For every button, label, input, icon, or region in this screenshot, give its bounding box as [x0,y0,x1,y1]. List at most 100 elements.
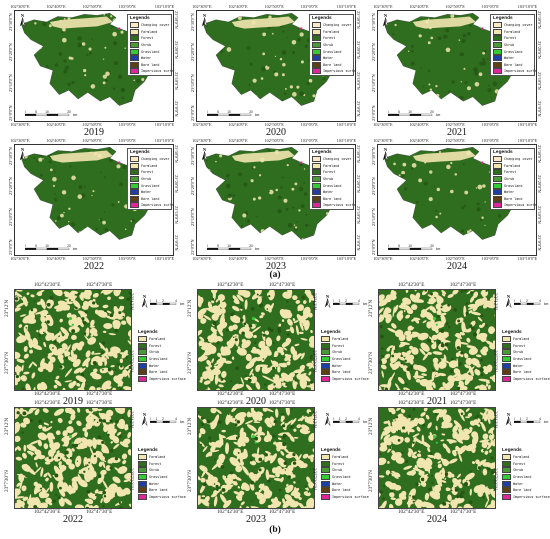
legend-label: Impervious surface [149,376,186,381]
legend-title: Legends [312,16,332,21]
legend-swatch [312,68,321,75]
legend-item: Forest [500,460,550,468]
x-tick-label: 102°30'0"E [373,138,393,143]
scale-label: 2 [526,417,528,421]
legend-item: Forest [491,35,534,42]
legend-item: Shrub [500,467,550,474]
legend-item: Forest [128,169,171,176]
scale-label: 0 [207,244,208,248]
legend-label: Forest [141,170,154,175]
overview-legend: Legends Changing cover Farmland Forest Shrub… [127,148,174,210]
legend-title: Legends [502,448,522,453]
legend-swatch [493,28,502,35]
x-tick-label: 102°47'30"E [449,509,477,515]
y-tick-label: 23°30'0"N [190,147,195,166]
x-tick-label: 102°40'0"E [409,256,429,261]
legend-label: Water [149,363,160,368]
legend-swatch [321,336,330,343]
svg-text:N: N [384,13,388,18]
year-label: 2023 [246,514,266,525]
legend-label: Impervious surface [141,203,174,208]
legend-title: Legends [130,150,150,155]
legend-label: Bare land [149,488,168,493]
legend-swatch [138,454,147,461]
legend-item: Farmland [310,162,353,170]
x-tick-label: 103°10'0"E [336,122,357,127]
x-tick-label: 103°0'0"E [300,138,318,143]
legend-item: Farmland [319,336,369,343]
x-tick-label: 102°42'30"E [397,282,425,288]
x-tick-label: 103°10'0"E [154,138,175,143]
legend-label: Grassland [513,475,532,480]
legend-swatch [130,22,139,29]
legend-swatch [502,460,511,467]
detail-map-frame [378,289,496,391]
legend-swatch [321,474,330,481]
y-tick-label: 23°10'0"N [174,71,179,90]
legend-label: Water [323,56,334,61]
legend-label: Bare land [504,196,523,201]
legend-label: Forest [332,461,345,466]
x-tick-label: 103°10'0"E [154,4,175,9]
legend-label: Grassland [141,183,160,188]
x-tick-label: 102°40'0"E [228,138,248,143]
year-label: 2023 [266,261,286,272]
legend-item: Bare land [136,369,186,376]
y-tick-label: 23°7'30"N [4,470,10,493]
scale-label: 2 [162,417,164,421]
legend-label: Bare land [141,196,160,201]
x-tick-label: 103°10'0"E [517,122,538,127]
overview-legend: Legends Changing cover Farmland Forest Shrub… [309,148,355,210]
legend-label: Impervious surface [323,69,356,74]
legend-item: Farmland [136,454,186,461]
north-arrow-icon: N [200,13,209,27]
overview-legend: Legends Changing cover Farmland Forest Shrub… [309,14,356,76]
detail-legend: Legends Farmland Forest Shrub Grassland Water… [136,447,186,501]
overview-map-panel: 102°30'0"E 102°40'0"E 102°50'0"E 103°0'0"E 1… [371,138,543,272]
legend-swatch [502,480,511,487]
scale-label: 2 [345,299,347,303]
legend-item: Water [128,189,171,196]
scale-label: 1 [339,417,341,421]
north-arrow-icon: N [18,13,27,27]
legend-item: Bare land [310,195,353,203]
legend-item: Shrub [319,467,369,474]
legend-item: Impervious surface [500,493,550,501]
x-tick-label: 103°10'0"E [336,256,357,261]
detail-map-frame [14,289,132,391]
legend-item: Grassland [491,48,534,55]
north-arrow-icon: N [504,294,513,308]
scale-label: 2 [526,299,528,303]
x-tick-label: 102°47'30"E [268,509,296,515]
legend-swatch [312,182,321,189]
x-tick-label: 102°50'0"E [264,138,284,143]
legend-swatch [138,369,147,376]
y-tick-label: 23°12'N [128,293,134,311]
legend-label: Grassland [149,475,168,480]
legend-label: Grassland [149,357,168,362]
legend-item: Changing cover [310,156,353,163]
y-tick-label: 23°7'30"N [492,350,498,373]
scale-label: 0 [514,299,515,303]
legend-swatch [312,42,321,49]
y-tick-label: 23°30'0"N [8,13,13,32]
x-tick-label: 102°40'0"E [46,4,66,9]
legend-label: Impervious surface [332,494,369,499]
legend-swatch [138,349,147,356]
x-tick-label: 103°0'0"E [481,256,499,261]
legend-label: Farmland [332,337,349,342]
scale-label: 20 [249,244,253,248]
caption-a: (a) [269,270,281,280]
x-tick-label: 102°30'0"E [10,4,30,9]
x-tick-label: 102°50'0"E [445,256,465,261]
detail-scale-bar: 0 12 4km [333,298,371,307]
legend-label: Forest [149,343,162,348]
legend-item: Forest [310,169,353,176]
x-tick-label: 102°42'30"E [33,400,61,406]
legend-item: Grassland [310,182,353,189]
legend-item: Forest [128,35,171,42]
legend-swatch [502,362,511,369]
year-label: 2019 [84,127,104,138]
y-tick-label: 23°12'N [368,418,374,436]
